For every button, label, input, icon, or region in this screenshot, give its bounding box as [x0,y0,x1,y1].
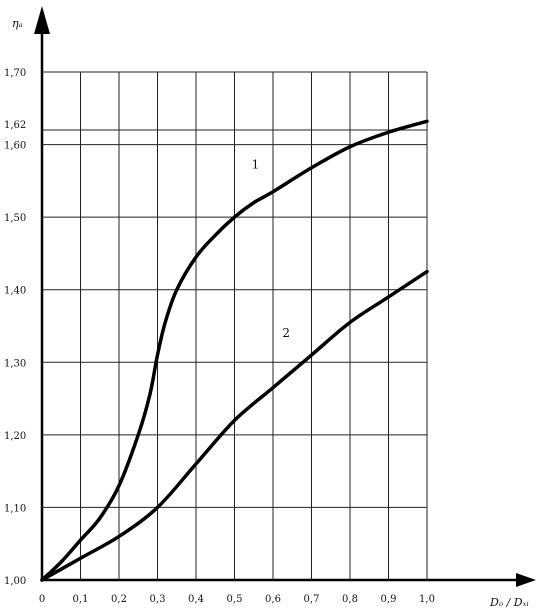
x-tick-labels: 0 0,1 0,2 0,3 0,4 0,5 0,6 0,7 0,8 0,9 1,0 [39,594,435,605]
y-tick-label: 1,60 [4,141,26,152]
x-tick-label: 0,8 [342,594,358,605]
series-line-1 [40,119,429,582]
x-tick-label: 0,9 [381,594,397,605]
y-axis-title: ηₐ [12,17,23,30]
series-line-2 [40,269,429,582]
x-tick-label: 0,4 [188,594,204,605]
x-tick-label: 0,7 [304,594,320,605]
x-tick-label: 0,6 [265,594,281,605]
y-tick-label: 1,50 [4,213,26,224]
y-tick-labels: 1,00 1,10 1,20 1,30 1,40 1,50 1,60 1,62 1,70 [4,68,26,587]
y-tick-label: 1,10 [4,503,26,514]
x-axis-arrow [516,573,536,587]
y-tick-label: 1,00 [4,576,26,587]
series-label-2: 2 [282,326,290,340]
y-tick-label: 1,20 [4,431,26,442]
y-axis-arrow [34,6,50,34]
axes [34,6,536,587]
y-tick-label: 1,40 [4,286,26,297]
grid [42,71,428,580]
y-tick-label: 1,62 [4,120,26,131]
y-tick-label: 1,70 [4,68,26,79]
x-tick-label: 1,0 [419,594,435,605]
x-tick-label: 0,2 [111,594,127,605]
series-label-1: 1 [252,157,260,171]
x-axis-title: Dₒ / Dₓᵢ [489,596,529,609]
x-tick-label: 0,3 [150,594,166,605]
x-tick-label: 0,5 [227,594,243,605]
series: 12 [40,119,429,582]
y-tick-label: 1,30 [4,358,26,369]
x-tick-label: 0,1 [73,594,89,605]
x-tick-label: 0 [39,594,45,605]
